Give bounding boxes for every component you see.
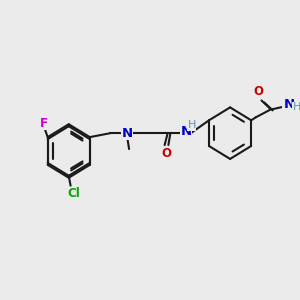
Text: F: F bbox=[40, 117, 48, 130]
Text: O: O bbox=[254, 85, 264, 98]
Text: H: H bbox=[188, 120, 196, 130]
Text: N: N bbox=[181, 125, 192, 138]
Text: N: N bbox=[284, 98, 295, 111]
Text: Cl: Cl bbox=[67, 187, 80, 200]
Text: H: H bbox=[293, 102, 300, 112]
Text: N: N bbox=[122, 127, 133, 140]
Text: O: O bbox=[161, 148, 172, 160]
